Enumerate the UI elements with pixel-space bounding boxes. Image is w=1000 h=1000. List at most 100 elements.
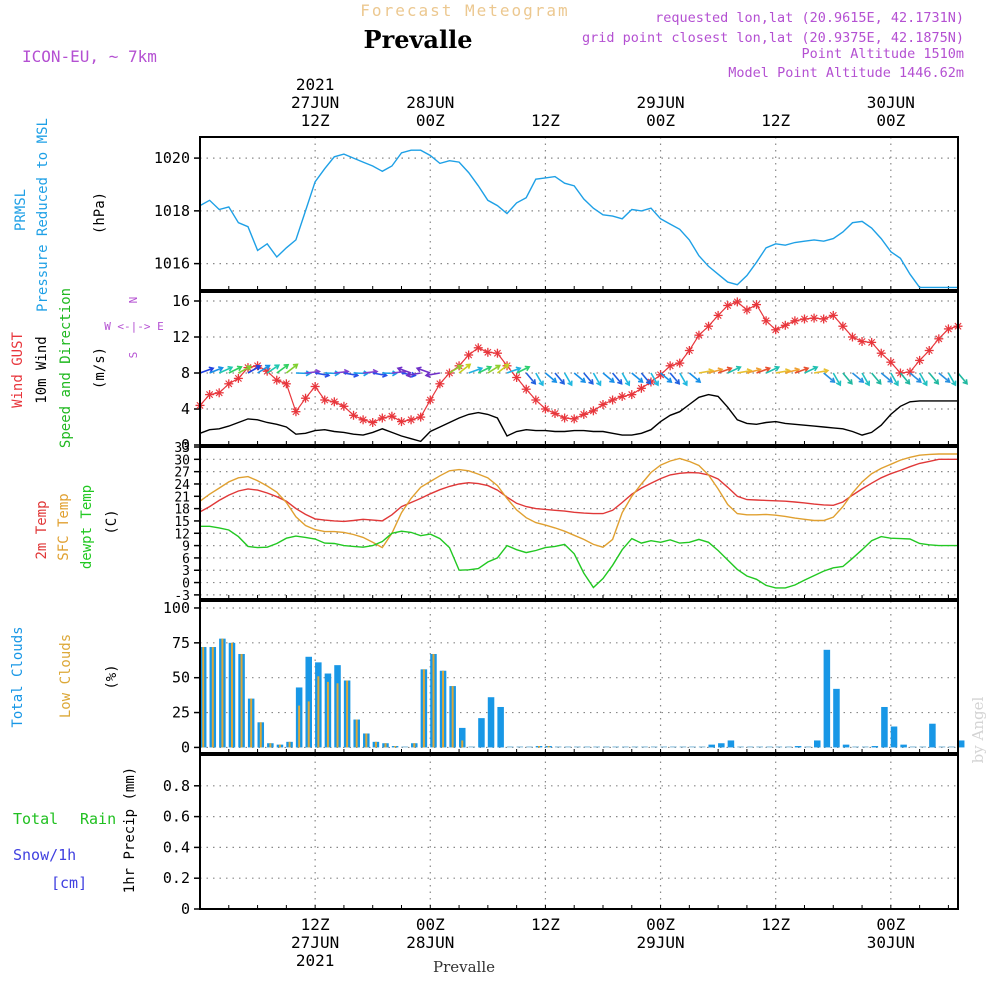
bottom-tick-label: 00Z xyxy=(876,915,905,934)
gust-point xyxy=(628,391,636,399)
total-cloud-bar xyxy=(775,746,783,748)
total-cloud-bar xyxy=(929,723,936,748)
wind-direction-arrow xyxy=(737,369,752,374)
wind-direction-arrow xyxy=(247,365,261,374)
y-tick-label: 0 xyxy=(181,738,190,756)
wind-direction-arrowhead xyxy=(588,379,594,385)
total-cloud-bar xyxy=(890,726,898,748)
wind-direction-arrow xyxy=(947,372,957,386)
gust-point xyxy=(935,335,943,343)
subtitle: Forecast Meteogram xyxy=(360,1,569,20)
wind-direction-arrowhead xyxy=(916,377,922,383)
gust-point xyxy=(484,348,492,356)
total-cloud-bar xyxy=(526,746,533,748)
wind-direction-arrow xyxy=(458,363,471,374)
wind-direction-arrow xyxy=(688,372,701,383)
y-tick-label: 0 xyxy=(181,900,190,918)
y-tick-label: 9 xyxy=(182,540,190,555)
wind-direction-arrowhead xyxy=(765,366,772,373)
gust-point xyxy=(263,367,271,375)
gust-point xyxy=(647,378,655,386)
y-tick-label: 50 xyxy=(172,669,190,687)
low-cloud-bar xyxy=(394,746,397,748)
panel-frame xyxy=(199,600,959,754)
total-cloud-bar xyxy=(574,746,581,748)
low-cloud-bar xyxy=(240,653,243,748)
wind-direction-arrowhead xyxy=(876,379,882,385)
grid-lines: 1016101810200481216-30369121518212427303… xyxy=(154,137,958,918)
wind-direction-arrow xyxy=(425,372,441,377)
wind-direction-arrow xyxy=(257,364,270,374)
total-cloud-bar xyxy=(497,706,504,748)
gust-point xyxy=(752,301,761,309)
low-cloud-bar xyxy=(442,670,445,748)
wind-direction-arrowhead xyxy=(580,377,587,383)
wind-direction-arrow xyxy=(890,372,899,386)
gust-point xyxy=(225,380,233,388)
y-tick-label: 25 xyxy=(172,704,190,722)
gust-point xyxy=(407,416,415,424)
gust-point xyxy=(944,325,952,333)
gust-point xyxy=(925,346,933,355)
precip-label-rain: Rain xyxy=(80,810,116,828)
y-tick-label: 0.6 xyxy=(163,808,190,826)
precip-label-snow: Snow/1h xyxy=(13,846,76,864)
wind-direction-arrow xyxy=(218,366,233,374)
gust-point xyxy=(282,380,290,388)
wind-direction-arrowhead xyxy=(515,366,522,373)
wind-direction-arrow xyxy=(228,366,242,374)
total-cloud-bar xyxy=(804,746,811,748)
wind-direction-arrowhead xyxy=(274,364,281,370)
pressure-series-line xyxy=(199,149,958,289)
gust-point xyxy=(820,315,828,323)
wind-direction-arrowhead xyxy=(292,363,299,369)
wind-direction-arrow xyxy=(823,372,835,383)
wind-direction-arrow xyxy=(506,367,521,374)
wind-direction-arrowhead xyxy=(695,377,702,383)
page-title: Prevalle xyxy=(364,25,473,54)
gust-point xyxy=(532,396,540,404)
low-cloud-bar xyxy=(547,746,550,748)
low-cloud-bar xyxy=(432,653,435,748)
total-cloud-bar xyxy=(612,746,620,748)
gust-point xyxy=(349,411,358,419)
low-cloud-bar xyxy=(538,746,540,748)
wind-direction-arrow xyxy=(669,372,680,385)
wind-direction-arrowhead xyxy=(858,377,865,383)
pressure-unit: (hPa) xyxy=(92,192,108,234)
total-cloud-bar xyxy=(814,740,821,748)
compass-n: N xyxy=(127,297,140,304)
wind-direction-arrowhead xyxy=(392,370,398,377)
low-cloud-bar xyxy=(250,698,253,748)
dewpt-line xyxy=(200,525,958,589)
gust-point xyxy=(541,405,549,413)
total-cloud-bar xyxy=(679,746,687,748)
wind-direction-arrow xyxy=(305,370,320,374)
total-cloud-bar xyxy=(919,746,927,748)
wind-direction-arrow xyxy=(918,372,928,386)
wind-direction-arrowhead xyxy=(218,366,224,372)
total-cloud-bar xyxy=(602,746,610,748)
gust-point xyxy=(474,344,482,352)
wind-direction-arrowhead xyxy=(735,365,742,372)
total-cloud-bar xyxy=(660,746,668,748)
wind-direction-arrowhead xyxy=(812,365,819,372)
y-tick-label: 12 xyxy=(174,527,190,542)
wind-direction-arrowhead xyxy=(666,377,673,383)
gust-point xyxy=(657,371,665,379)
wind-direction-arrow xyxy=(477,366,492,374)
wind-direction-arrowhead xyxy=(305,370,312,377)
wind-speed-line xyxy=(199,393,958,443)
wind-direction-arrow xyxy=(285,363,298,374)
low-cloud-bar xyxy=(326,681,329,748)
gust-point xyxy=(868,338,876,346)
wind-direction-arrowhead xyxy=(486,365,493,372)
top-tick-label: 28JUN xyxy=(406,93,454,112)
pressure-panel xyxy=(199,149,958,289)
total-cloud-bar xyxy=(861,746,869,748)
temp-label-sfc: SFC Temp xyxy=(56,493,72,560)
wind-panel xyxy=(195,297,968,443)
wind-direction-arrow xyxy=(928,372,939,385)
total-cloud-bar xyxy=(468,746,476,748)
